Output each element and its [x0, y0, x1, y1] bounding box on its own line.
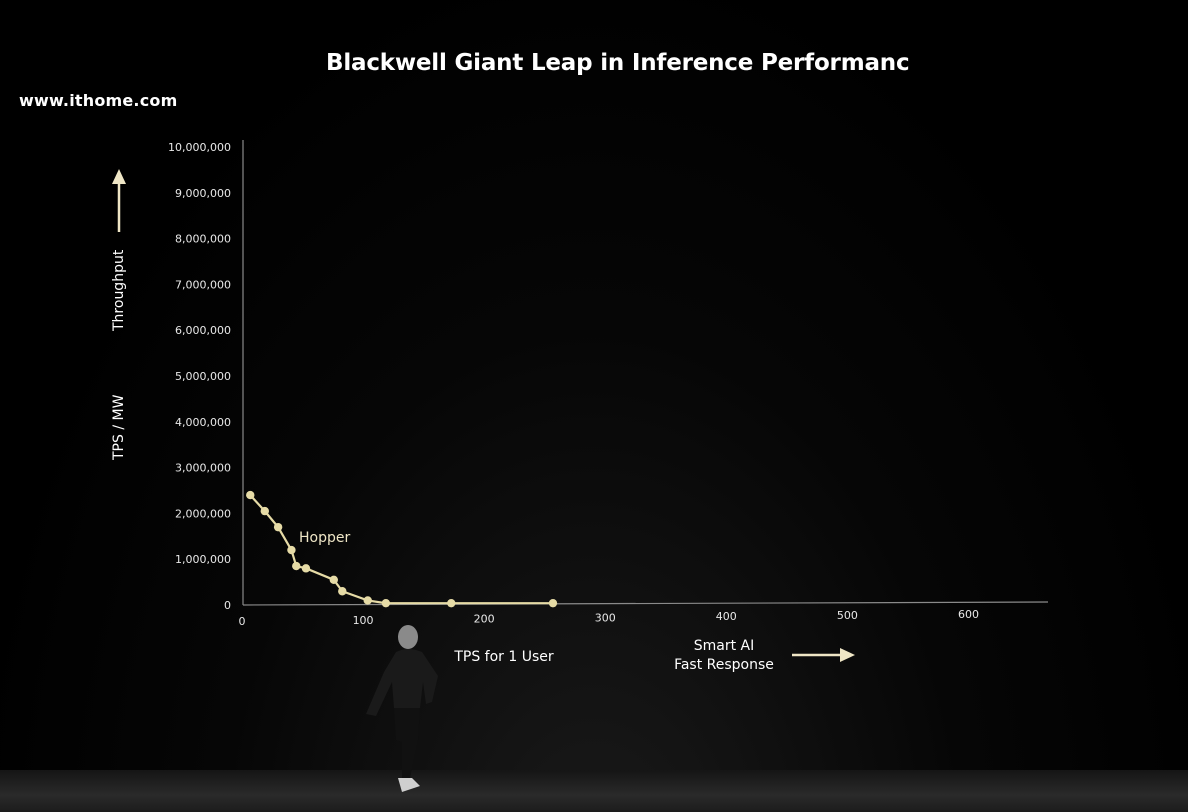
stage-floor — [0, 770, 1188, 812]
data-point — [246, 490, 255, 500]
x-arrow-label-line-1: Smart AI — [694, 638, 755, 654]
data-point — [338, 587, 347, 596]
x-tick-label: 100 — [353, 614, 374, 627]
x-tick-label: 600 — [958, 608, 979, 621]
y-tick-label: 10,000,000 — [168, 141, 231, 154]
y-throughput-arrow-icon — [112, 169, 126, 232]
y-tick-label: 9,000,000 — [175, 187, 231, 200]
data-point — [447, 598, 456, 608]
x-tick-label: 500 — [837, 609, 858, 622]
chart-title: Blackwell Giant Leap in Inference Perfor… — [326, 50, 910, 76]
chart-axes — [242, 140, 1049, 606]
series-line-hopper — [249, 494, 553, 605]
y-tick-label: 1,000,000 — [175, 553, 231, 566]
data-point — [363, 596, 372, 605]
y-axis-ticks: 0 1,000,000 2,000,000 3,000,000 4,000,000 5,0… — [168, 141, 231, 612]
data-point — [287, 545, 296, 555]
series-layer — [246, 490, 558, 608]
series-label-hopper: Hopper — [299, 530, 350, 546]
x-axis-label: TPS for 1 User — [453, 649, 554, 665]
y-tick-label: 5,000,000 — [175, 370, 231, 383]
x-fast-response-arrow-icon — [792, 648, 855, 662]
data-point — [260, 506, 269, 516]
x-arrow-label-line-2: Fast Response — [674, 657, 774, 673]
x-tick-label: 400 — [716, 610, 737, 623]
y-axis-arrow-label: Throughput — [111, 249, 127, 332]
y-axis-label: TPS / MW — [111, 394, 127, 461]
x-axis-ticks: 0 100 200 300 400 500 600 — [239, 608, 979, 628]
watermark-text: www.ithome.com — [19, 91, 178, 110]
data-point — [273, 522, 283, 532]
y-tick-label: 3,000,000 — [175, 462, 231, 475]
data-point — [329, 575, 339, 585]
y-tick-label: 0 — [224, 599, 231, 612]
data-point — [548, 598, 558, 608]
data-point — [301, 564, 311, 573]
y-tick-label: 2,000,000 — [175, 507, 231, 520]
x-axis-line — [242, 601, 1049, 606]
data-point — [381, 598, 391, 608]
y-tick-label: 6,000,000 — [175, 324, 231, 337]
y-tick-label: 4,000,000 — [175, 416, 231, 429]
y-tick-label: 7,000,000 — [175, 278, 231, 291]
data-point — [292, 561, 301, 571]
x-tick-label: 0 — [239, 615, 246, 628]
x-tick-label: 200 — [474, 613, 495, 626]
presenter-figure — [366, 625, 438, 792]
x-tick-label: 300 — [595, 611, 616, 624]
y-tick-label: 8,000,000 — [175, 233, 231, 246]
